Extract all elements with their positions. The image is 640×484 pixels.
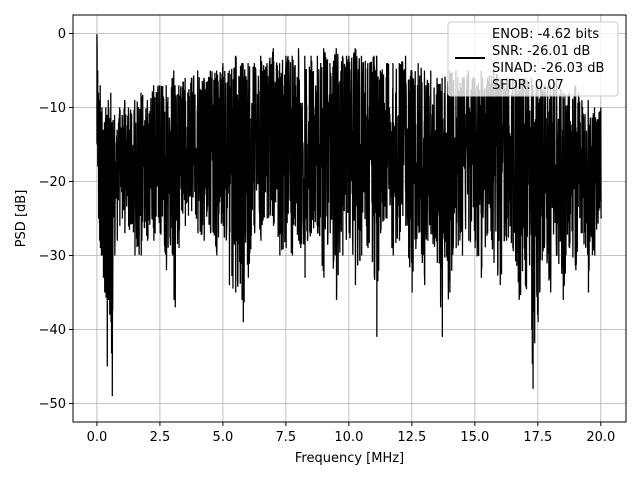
plot-frame [72,14,627,423]
x-tick-label: 7.5 [276,430,297,445]
x-tick-label: 10.0 [334,430,363,445]
legend-line-sinad: SINAD: -26.03 dB [492,61,604,76]
x-tick-label: 0.0 [87,430,108,445]
legend: ENOB: -4.62 bits SNR: -26.01 dB SINAD: -… [447,21,619,97]
x-tick-label: 12.5 [397,430,426,445]
x-tick-label: 17.5 [523,430,552,445]
legend-line-enob: ENOB: -4.62 bits [492,27,599,42]
y-tick-label: −50 [39,397,66,412]
psd-series-line [96,34,602,397]
x-axis-ticks: 0.0 2.5 5.0 7.5 10.0 12.5 15.0 17.5 20.0 [87,422,615,445]
legend-box [447,21,619,97]
x-tick-label: 15.0 [460,430,489,445]
y-tick-label: 0 [58,27,66,42]
y-axis-label: PSD [dB] [14,190,29,248]
y-tick-label: −30 [39,249,66,264]
psd-series-group [96,34,602,397]
legend-line-sfdr: SFDR: 0.07 [492,78,564,93]
legend-line-snr: SNR: -26.01 dB [492,44,590,59]
x-axis-label: Frequency [MHz] [295,451,404,466]
x-tick-label: 20.0 [586,430,615,445]
x-tick-label: 2.5 [150,430,171,445]
y-tick-label: −10 [39,101,66,116]
x-tick-label: 5.0 [213,430,234,445]
y-tick-label: −20 [39,175,66,190]
y-axis-ticks: 0 −10 −20 −30 −40 −50 [39,27,73,412]
y-tick-label: −40 [39,323,66,338]
